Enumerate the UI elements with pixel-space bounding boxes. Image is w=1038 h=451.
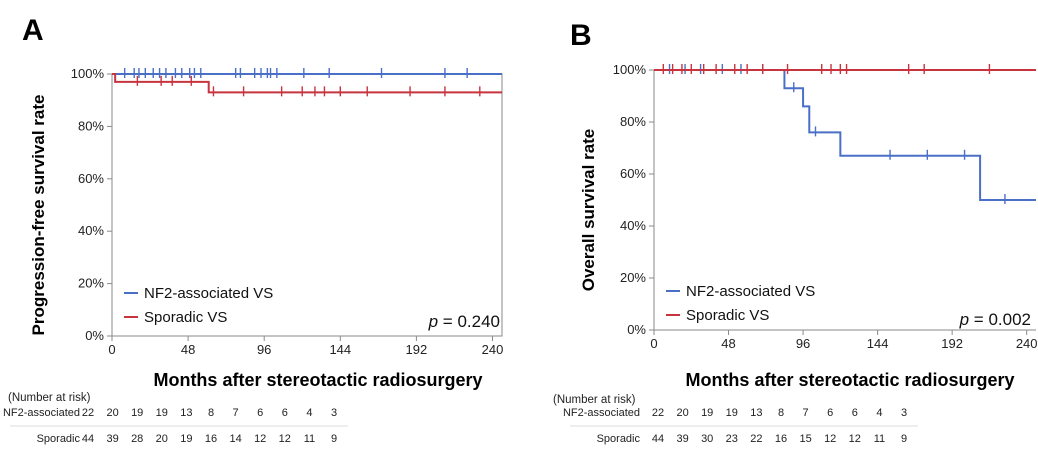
risk-number: 12 <box>824 433 836 445</box>
y-tick-label: 60% <box>620 166 646 181</box>
risk-number: 6 <box>852 407 858 419</box>
risk-number: 11 <box>304 433 315 445</box>
risk-number: 20 <box>156 433 168 445</box>
risk-number: 22 <box>652 407 664 419</box>
x-tick-label: 96 <box>257 342 271 357</box>
risk-number: 39 <box>676 433 688 445</box>
risk-table-title: (Number at risk) <box>553 394 636 406</box>
risk-table-title: (Number at risk) <box>8 392 91 404</box>
risk-number: 39 <box>106 433 118 445</box>
risk-number: 44 <box>82 433 94 445</box>
risk-number: 16 <box>205 433 217 445</box>
risk-number: 6 <box>827 407 833 419</box>
risk-number: 12 <box>849 433 861 445</box>
x-tick-label: 48 <box>721 336 735 351</box>
risk-number: 11 <box>874 433 885 445</box>
risk-number: 16 <box>775 433 787 445</box>
y-tick-label: 80% <box>78 118 104 133</box>
risk-number: 19 <box>726 407 738 419</box>
risk-number: 12 <box>279 433 291 445</box>
risk-number: 7 <box>803 407 809 419</box>
x-tick-label: 96 <box>796 336 810 351</box>
risk-number: 13 <box>750 407 762 419</box>
risk-row-label: NF2-associated <box>563 407 640 419</box>
risk-number: 22 <box>750 433 762 445</box>
survival-curve-nf2 <box>654 69 1036 201</box>
y-tick-label: 40% <box>78 223 104 238</box>
risk-number: 7 <box>233 407 239 419</box>
panel-a: A0%20%40%60%80%100%0 48 96 144 192 240Progres… <box>3 14 504 445</box>
legend-label: Sporadic VS <box>144 309 227 326</box>
risk-number: 30 <box>701 433 713 445</box>
y-axis-label: Overall survival rate <box>579 129 598 292</box>
risk-number: 20 <box>676 407 688 419</box>
x-tick-label: 192 <box>941 336 963 351</box>
y-tick-label: 20% <box>78 276 104 291</box>
risk-number: 15 <box>799 433 811 445</box>
risk-number: 8 <box>778 407 784 419</box>
risk-number: 6 <box>257 407 263 419</box>
y-tick-label: 60% <box>78 171 104 186</box>
risk-number: 6 <box>282 407 288 419</box>
legend-label: NF2-associated VS <box>144 285 273 302</box>
risk-number: 19 <box>180 433 192 445</box>
y-axis-label: Progression-free survival rate <box>29 95 48 336</box>
risk-number: 4 <box>876 407 882 419</box>
risk-number: 19 <box>131 407 143 419</box>
panel-letter: B <box>570 19 592 52</box>
y-tick-label: 0% <box>85 328 104 343</box>
p-value-number: = 0.240 <box>438 312 500 331</box>
risk-number: 9 <box>331 433 337 445</box>
x-tick-label: 48 <box>181 342 195 357</box>
y-tick-label: 0% <box>627 322 646 337</box>
x-tick-label: 0 <box>108 342 115 357</box>
risk-row-label: Sporadic <box>37 433 81 445</box>
legend-label: NF2-associated VS <box>686 283 815 300</box>
y-tick-label: 40% <box>620 218 646 233</box>
x-tick-label: 192 <box>406 342 428 357</box>
risk-number: 23 <box>726 433 738 445</box>
y-tick-label: 20% <box>620 270 646 285</box>
p-value-number: = 0.002 <box>969 310 1031 329</box>
risk-number: 28 <box>131 433 143 445</box>
p-value-symbol: p <box>428 312 438 331</box>
x-tick-label: 240 <box>1016 336 1038 351</box>
x-tick-label: 144 <box>329 342 351 357</box>
risk-number: 9 <box>901 433 907 445</box>
risk-number: 14 <box>229 433 241 445</box>
risk-number: 8 <box>208 407 214 419</box>
legend-label: Sporadic VS <box>686 307 769 324</box>
risk-number: 19 <box>701 407 713 419</box>
x-tick-label: 0 <box>650 336 657 351</box>
risk-number: 3 <box>901 407 907 419</box>
risk-number: 20 <box>106 407 118 419</box>
x-axis-label: Months after stereotactic radiosurgery <box>153 370 482 390</box>
risk-number: 12 <box>254 433 266 445</box>
risk-number: 44 <box>652 433 664 445</box>
p-value-symbol: p <box>959 310 969 329</box>
risk-number: 13 <box>180 407 192 419</box>
y-tick-label: 100% <box>71 66 105 81</box>
y-tick-label: 100% <box>613 62 647 77</box>
panel-letter: A <box>22 14 44 47</box>
p-value: p = 0.002 <box>959 310 1031 329</box>
panel-b: B0%20%40%60%80%100%0 48 96 144 192 240Overall… <box>553 19 1038 445</box>
risk-number: 22 <box>82 407 94 419</box>
p-value: p = 0.240 <box>428 312 500 331</box>
risk-row-label: Sporadic <box>597 433 641 445</box>
risk-number: 3 <box>331 407 337 419</box>
x-tick-label: 240 <box>482 342 504 357</box>
survival-curve-sporadic <box>112 73 502 94</box>
risk-number: 19 <box>156 407 168 419</box>
x-tick-label: 144 <box>867 336 889 351</box>
risk-row-label: NF2-associated <box>3 407 80 419</box>
x-axis-label: Months after stereotactic radiosurgery <box>685 370 1014 390</box>
risk-number: 4 <box>306 407 312 419</box>
y-tick-label: 80% <box>620 114 646 129</box>
